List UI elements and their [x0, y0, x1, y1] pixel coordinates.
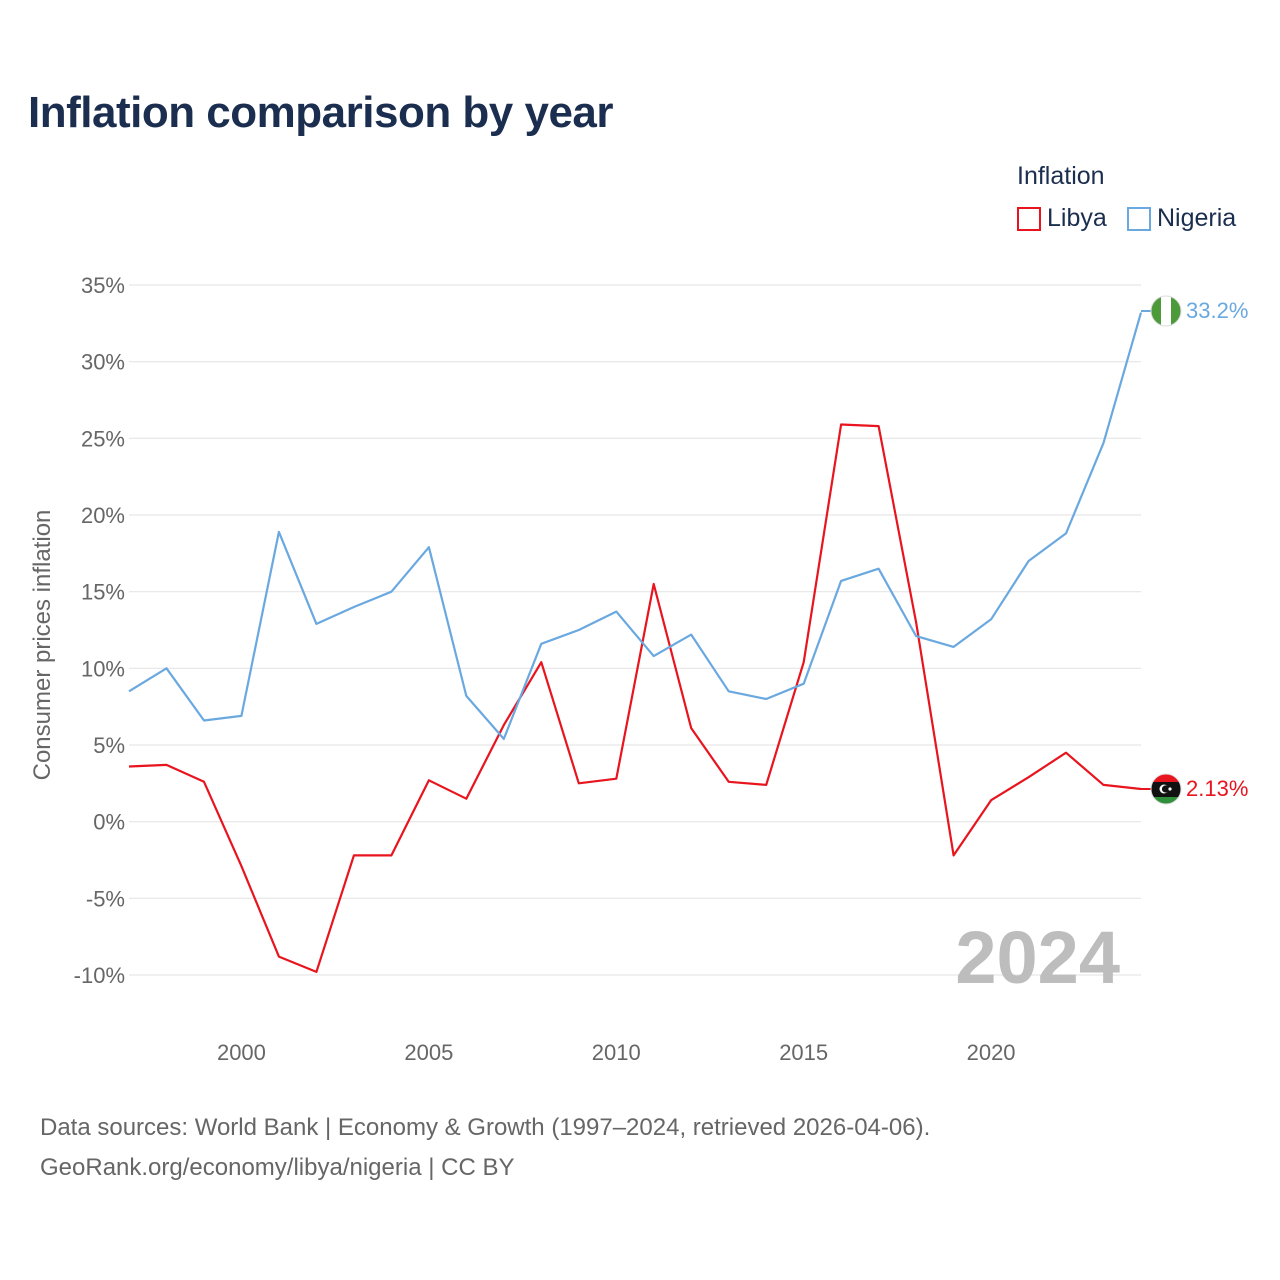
source-line-2: GeoRank.org/economy/libya/nigeria | CC B… — [40, 1154, 515, 1181]
y-tick-label: -10% — [74, 963, 125, 988]
y-tick-label: 25% — [81, 426, 125, 451]
y-tick-label: 20% — [81, 503, 125, 528]
libya-flag-icon — [1151, 774, 1181, 804]
y-tick-label: -5% — [86, 886, 125, 911]
y-tick-label: 10% — [81, 656, 125, 681]
legend-label-libya: Libya — [1047, 204, 1107, 232]
legend-label-nigeria: Nigeria — [1157, 204, 1237, 232]
legend-item-nigeria[interactable]: Nigeria — [1127, 204, 1236, 233]
x-tick-label: 2010 — [592, 1040, 641, 1065]
x-tick-label: 2000 — [217, 1040, 266, 1065]
series-line-nigeria[interactable] — [128, 312, 1143, 741]
source-note: Data sources: World Bank | Economy & Gro… — [40, 1108, 930, 1188]
legend-swatch-libya — [1017, 206, 1041, 231]
y-tick-label: 5% — [93, 733, 125, 758]
chart-title: Inflation comparison by year — [28, 88, 614, 137]
nigeria-flag-icon — [1151, 296, 1181, 326]
y-axis-label: Consumer prices inflation — [29, 510, 56, 781]
series-line-libya[interactable] — [128, 423, 1142, 974]
x-tick-label: 2005 — [404, 1040, 453, 1065]
year-watermark: 2024 — [955, 916, 1120, 999]
nigeria-end-label: 33.2% — [1186, 298, 1248, 323]
y-tick-label: 0% — [93, 810, 125, 835]
legend-swatch-nigeria — [1127, 206, 1151, 231]
source-line-1: Data sources: World Bank | Economy & Gro… — [40, 1114, 931, 1141]
y-tick-label: 30% — [81, 350, 125, 375]
x-tick-label: 2015 — [779, 1040, 828, 1065]
x-tick-label: 2020 — [967, 1040, 1016, 1065]
y-tick-label: 35% — [81, 273, 125, 298]
legend-item-libya[interactable]: Libya — [1017, 204, 1107, 233]
legend-title: Inflation — [1017, 162, 1105, 190]
libya-end-label: 2.13% — [1186, 776, 1248, 801]
y-tick-label: 15% — [81, 580, 125, 605]
